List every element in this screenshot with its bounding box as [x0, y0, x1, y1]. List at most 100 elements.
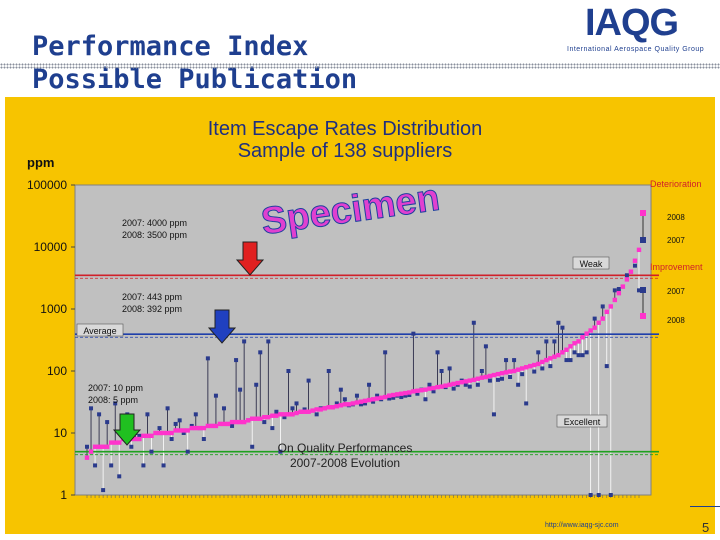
sorted-point	[431, 385, 436, 391]
sorted-point	[552, 354, 557, 359]
footer-url: http://www.iaqg-sjc.com	[545, 522, 619, 529]
supplier-point	[616, 287, 621, 292]
supplier-point	[117, 474, 122, 479]
supplier-point	[637, 288, 641, 293]
supplier-point	[234, 358, 239, 363]
chart-title: Item Escape Rates Distribution	[208, 118, 483, 140]
x-axis	[86, 495, 640, 498]
average-arrow	[207, 309, 237, 344]
supplier-point	[564, 358, 569, 363]
supplier-point	[201, 437, 206, 442]
sorted-point	[423, 387, 428, 392]
supplier-point	[391, 395, 396, 400]
sorted-point	[596, 320, 601, 325]
supplier-point	[612, 288, 617, 293]
sorted-point	[282, 412, 287, 417]
sorted-point	[515, 367, 521, 372]
sorted-point	[254, 416, 259, 421]
legend-2008-bottom-marker	[640, 313, 646, 319]
supplier-point	[608, 493, 613, 497]
sorted-point	[229, 419, 235, 425]
supplier-point	[290, 406, 295, 411]
sorted-point	[395, 392, 400, 397]
sorted-point	[503, 370, 509, 375]
legend-2008-top-marker	[640, 210, 646, 216]
sorted-point	[245, 418, 251, 423]
sorted-point	[318, 407, 323, 412]
sorted-point	[350, 401, 356, 406]
supplier-point	[266, 339, 271, 344]
sorted-point	[399, 391, 404, 396]
supplier-point	[129, 444, 134, 449]
supplier-point	[169, 437, 174, 442]
sorted-point	[173, 428, 178, 433]
sorted-point	[330, 405, 335, 410]
supplier-point	[230, 423, 235, 428]
supplier-point	[274, 409, 279, 414]
sorted-point	[157, 430, 162, 436]
sorted-point	[294, 410, 299, 416]
supplier-point	[238, 387, 243, 392]
footer-rule	[690, 506, 720, 507]
page-number: 5	[702, 520, 710, 535]
supplier-point	[294, 401, 299, 406]
supplier-point	[548, 364, 553, 369]
weak-label: Weak	[580, 259, 603, 269]
supplier-point	[177, 418, 182, 423]
supplier-point	[149, 449, 154, 454]
supplier-point	[475, 382, 480, 387]
sorted-point	[149, 433, 154, 439]
supplier-point	[415, 391, 420, 396]
sorted-point	[519, 366, 525, 371]
y-axis: 100000 10000 1000 100 10 1	[27, 178, 75, 502]
sorted-point	[467, 378, 472, 383]
sorted-point	[491, 372, 497, 378]
sorted-point	[96, 444, 102, 449]
sorted-point	[262, 414, 267, 420]
supplier-point	[137, 433, 142, 438]
sorted-point	[249, 416, 255, 421]
y-axis-label: ppm	[27, 155, 54, 170]
supplier-point	[141, 463, 146, 468]
supplier-point	[375, 393, 380, 398]
sorted-point	[576, 339, 581, 344]
supplier-point	[85, 444, 89, 449]
supplier-point	[101, 488, 106, 493]
supplier-point	[520, 372, 525, 377]
supplier-point	[604, 364, 609, 369]
sorted-point	[560, 350, 565, 355]
supplier-point	[286, 369, 291, 373]
supplier-point	[500, 376, 505, 381]
sorted-point	[354, 400, 360, 405]
sorted-point	[612, 297, 618, 303]
sorted-point	[338, 403, 344, 408]
sorted-point	[209, 423, 215, 429]
sorted-point	[616, 290, 622, 296]
supplier-point	[242, 339, 247, 344]
supplier-point	[463, 382, 468, 387]
improvement-label: Improvement	[650, 262, 703, 272]
sorted-point	[241, 419, 247, 425]
sorted-point	[548, 356, 553, 361]
sorted-point	[366, 397, 372, 403]
sorted-point	[592, 325, 597, 330]
chart-panel: Item Escape Rates Distribution Sample of…	[5, 97, 715, 534]
sorted-point	[532, 362, 537, 368]
supplier-point	[592, 316, 597, 321]
average-2008-value: 2008: 392 ppm	[122, 304, 182, 314]
average-label-box	[76, 323, 124, 337]
supplier-point	[431, 389, 436, 394]
sorted-point	[386, 393, 392, 398]
sorted-point	[588, 328, 593, 333]
supplier-point	[338, 387, 343, 392]
sorted-point	[189, 425, 194, 431]
sorted-point	[346, 402, 352, 407]
sorted-point	[419, 388, 424, 393]
supplier-point	[221, 406, 226, 411]
sorted-point	[507, 369, 513, 374]
sorted-point	[201, 425, 207, 431]
weak-2007-value: 2007: 4000 ppm	[122, 218, 187, 228]
supplier-point	[270, 426, 275, 431]
sorted-point	[326, 405, 331, 410]
supplier-point	[354, 393, 359, 398]
